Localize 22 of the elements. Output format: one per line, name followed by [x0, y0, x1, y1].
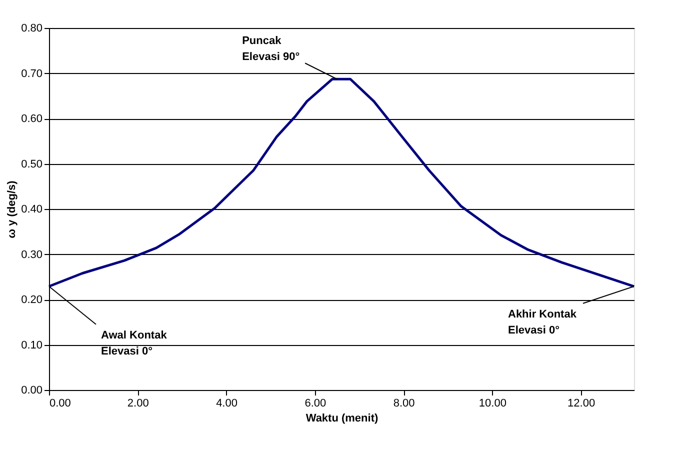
x-axis-title: Waktu (menit) [306, 412, 378, 424]
y-tick-label: 0.40 [21, 204, 42, 216]
x-tick-label: 0.00 [50, 398, 71, 410]
y-tick-label: 0.10 [21, 339, 42, 352]
annotation: Akhir Kontak Elevasi 0° [508, 308, 578, 336]
x-tick-label: 8.00 [393, 398, 415, 410]
x-tick-label: 4.00 [216, 398, 238, 410]
x-tick-label: 6.00 [304, 398, 326, 410]
annotation: Awal Kontak Elevasi 0° [101, 329, 168, 358]
y-tick-label: 0.50 [21, 158, 42, 170]
x-tick-label: 10.00 [478, 398, 506, 410]
y-tick-label: 0.60 [21, 113, 42, 125]
x-tick-label: 12.00 [568, 398, 596, 410]
y-tick-label: 0.00 [21, 384, 42, 396]
y-tick-label: 0.20 [21, 294, 42, 306]
y-tick-label: 0.70 [21, 68, 42, 80]
y-tick-label: 0.80 [21, 22, 42, 34]
x-tick-label: 2.00 [127, 398, 149, 410]
line-series [48, 78, 636, 288]
y-tick-label: 0.30 [21, 248, 42, 261]
y-axis-title: ω y (deg/s) [6, 180, 18, 238]
annotation: Puncak Elevasi 90° [242, 35, 300, 64]
